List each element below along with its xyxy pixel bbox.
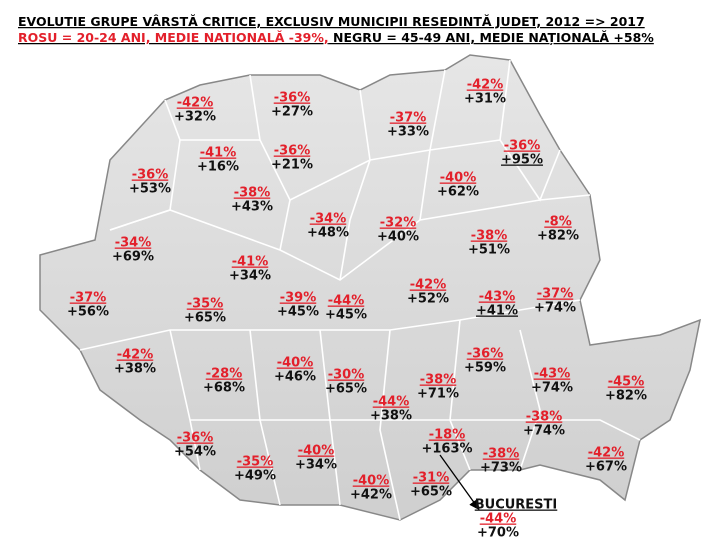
county-black-value: +46% (274, 370, 316, 385)
county-black-value: +38% (114, 362, 156, 377)
county-black-value: +65% (325, 382, 367, 397)
county-black-value: +32% (174, 110, 216, 125)
county-black-value: +53% (129, 182, 171, 197)
bucuresti-red-value: -44% (480, 512, 517, 527)
county-black-value: +54% (174, 445, 216, 460)
title: EVOLUTIE GRUPE VÂRSTĂ CRITICE, EXCLUSIV … (18, 14, 645, 29)
county-red-value: -42% (467, 78, 504, 93)
county-red-value: -36% (467, 347, 504, 362)
county-black-value: +69% (112, 250, 154, 265)
county-black-value: +74% (523, 424, 565, 439)
county-red-value: -38% (526, 410, 563, 425)
county-red-value: -40% (298, 444, 335, 459)
county-red-value: -37% (390, 111, 427, 126)
county-black-value: +43% (231, 200, 273, 215)
county-black-value: +65% (410, 485, 452, 500)
county-red-value: -31% (413, 471, 450, 486)
county-black-value: +16% (197, 160, 239, 175)
county-red-value: -40% (440, 171, 477, 186)
county-red-value: -36% (274, 91, 311, 106)
county-black-value: +38% (370, 409, 412, 424)
county-black-value: +59% (464, 361, 506, 376)
county-black-value: +82% (537, 229, 579, 244)
county-black-value: +45% (277, 305, 319, 320)
county-black-value: +45% (325, 308, 367, 323)
county-red-value: -37% (70, 291, 107, 306)
county-red-value: -36% (274, 144, 311, 159)
county-black-value: +21% (271, 158, 313, 173)
county-black-value: +74% (531, 381, 573, 396)
county-red-value: -36% (177, 431, 214, 446)
county-red-value: -42% (117, 348, 154, 363)
county-red-value: -40% (353, 474, 390, 489)
county-black-value: +42% (350, 488, 392, 503)
county-red-value: -18% (429, 428, 466, 443)
county-red-value: -45% (608, 375, 645, 390)
county-black-value: +65% (184, 311, 226, 326)
county-red-value: -38% (483, 447, 520, 462)
county-red-value: -32% (380, 216, 417, 231)
county-black-value: +49% (234, 469, 276, 484)
county-red-value: -42% (410, 278, 447, 293)
county-borders (79, 59, 641, 521)
legend-black: NEGRU = 45-49 ANI, MEDIE NAȚIONALĂ +58% (329, 30, 655, 45)
county-black-value: +95% (501, 153, 543, 168)
county-red-value: -34% (115, 236, 152, 251)
county-black-value: +73% (480, 461, 522, 476)
county-black-value: +51% (468, 243, 510, 258)
county-black-value: +68% (203, 381, 245, 396)
county-red-value: -8% (544, 215, 571, 230)
legend-red: ROSU = 20-24 ANI, MEDIE NATIONALĂ -39%, (18, 30, 329, 45)
county-black-value: +41% (476, 304, 518, 319)
county-red-value: -34% (310, 212, 347, 227)
county-black-value: +163% (421, 442, 472, 457)
county-black-value: +48% (307, 226, 349, 241)
county-black-value: +33% (387, 125, 429, 140)
county-black-value: +67% (585, 460, 627, 475)
county-black-value: +62% (437, 185, 479, 200)
county-red-value: -28% (206, 367, 243, 382)
county-black-value: +74% (534, 301, 576, 316)
county-black-value: +34% (295, 458, 337, 473)
county-red-value: -42% (588, 446, 625, 461)
county-black-value: +40% (377, 230, 419, 245)
county-red-value: -43% (534, 367, 571, 382)
county-red-value: -35% (187, 297, 224, 312)
county-red-value: -43% (479, 290, 516, 305)
county-red-value: -35% (237, 455, 274, 470)
county-red-value: -44% (373, 395, 410, 410)
county-black-value: +27% (271, 105, 313, 120)
county-red-value: -36% (132, 168, 169, 183)
county-red-value: -38% (471, 229, 508, 244)
county-black-value: +56% (67, 305, 109, 320)
legend: ROSU = 20-24 ANI, MEDIE NATIONALĂ -39%, … (18, 30, 654, 45)
county-red-value: -39% (280, 291, 317, 306)
county-black-value: +52% (407, 292, 449, 307)
county-black-value: +71% (417, 387, 459, 402)
county-red-value: -30% (328, 368, 365, 383)
country-outline (39, 54, 702, 521)
county-black-value: +34% (229, 269, 271, 284)
county-red-value: -40% (277, 356, 314, 371)
bucuresti-black-value: +70% (477, 526, 519, 541)
bucuresti-name: BUCURESTI (475, 498, 558, 513)
county-red-value: -44% (328, 294, 365, 309)
county-red-value: -38% (234, 186, 271, 201)
county-red-value: -41% (232, 255, 269, 270)
county-black-value: +82% (605, 389, 647, 404)
arrow (439, 454, 480, 511)
county-red-value: -38% (420, 373, 457, 388)
county-red-value: -41% (200, 146, 237, 161)
county-black-value: +31% (464, 92, 506, 107)
county-red-value: -42% (177, 96, 214, 111)
county-red-value: -37% (537, 287, 574, 302)
county-red-value: -36% (504, 139, 541, 154)
